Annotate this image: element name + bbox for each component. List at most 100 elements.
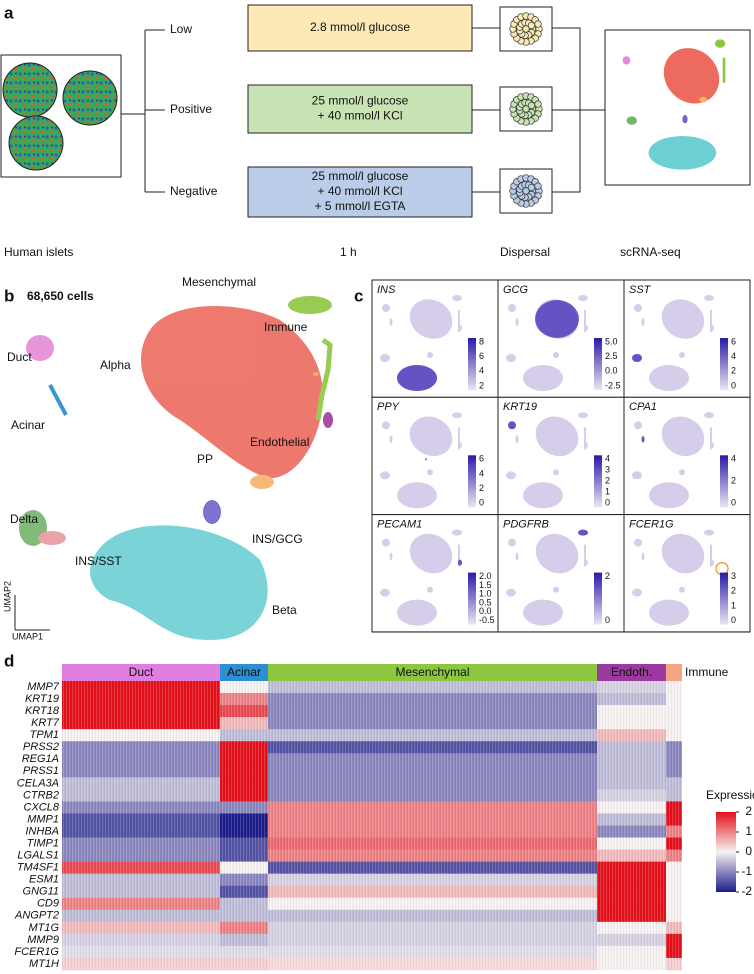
gene-label: MMP7 <box>27 681 60 693</box>
gene-label: FCER1G <box>14 946 59 958</box>
colorbar-tick: 2 <box>731 476 736 486</box>
treatment-text: 25 mmol/l glucose <box>312 94 409 108</box>
tree-lines <box>121 29 165 193</box>
treatment-box <box>247 84 473 134</box>
colorbar <box>720 338 728 390</box>
colorbar-tick: 4 <box>731 454 736 464</box>
colorbar <box>594 455 602 508</box>
colorbar-tick: 4 <box>479 366 484 376</box>
mini-umap <box>380 291 462 391</box>
group-label: Acinar <box>227 665 261 679</box>
cluster-label: Delta <box>10 512 38 526</box>
mini-umap <box>380 408 462 509</box>
legend-tick-label: 1 <box>745 824 752 838</box>
colorbar-tick: -0.5 <box>479 615 495 625</box>
colorbar-tick: 0 <box>605 498 610 508</box>
gene-label: CTRB2 <box>23 789 59 801</box>
expression-highlight <box>535 300 579 338</box>
gene-label: TPM1 <box>30 729 59 741</box>
colorbar-tick: 4 <box>479 468 484 478</box>
group-label: Endoth. <box>611 665 652 679</box>
legend-tick-label: -1 <box>741 864 752 878</box>
cluster-label: INS/GCG <box>252 532 303 546</box>
gene-label: LGALS1 <box>17 850 59 862</box>
gene-label: MT1G <box>28 922 59 934</box>
group-label: Mesenchymal <box>395 665 469 679</box>
gene-label: CXCL8 <box>24 801 60 813</box>
colorbar <box>468 455 476 508</box>
cluster-label: Beta <box>272 603 297 617</box>
colorbar-tick: 0 <box>605 615 610 625</box>
colorbar-tick: -2.5 <box>605 380 621 390</box>
treatment-text: 2.8 mmol/l glucose <box>310 20 410 34</box>
group-label: Immune <box>685 665 729 679</box>
colorbar-tick: 5.0 <box>605 336 618 346</box>
cluster-label: INS/SST <box>75 554 122 568</box>
islet <box>8 115 64 171</box>
gene-label: CELA3A <box>17 777 59 789</box>
colorbar-tick: 2 <box>731 586 736 596</box>
colorbar-tick: 6 <box>479 454 484 464</box>
gene-label: KRT19 <box>25 693 59 705</box>
treatment-text: + 5 mmol/l EGTA <box>315 199 406 213</box>
colorbar-tick: 2 <box>479 483 484 493</box>
colorbar <box>720 572 728 625</box>
colorbar-tick: 1.0 <box>479 589 492 599</box>
umap-axes <box>14 595 50 631</box>
colorbar-tick: 0.0 <box>605 366 618 376</box>
gene-label: MMP9 <box>27 934 59 946</box>
legend-colorbar <box>716 812 736 892</box>
gene-label: CD9 <box>37 898 59 910</box>
expression-highlight <box>397 365 437 391</box>
colorbar-tick: 2.0 <box>479 571 492 581</box>
group-bar <box>220 664 268 681</box>
mini-umap <box>380 526 462 626</box>
legend-tick-label: -2 <box>741 884 752 898</box>
gene-label: PRSS1 <box>23 765 59 777</box>
colorbar-tick: 2 <box>479 380 484 390</box>
gene-label: MMP1 <box>27 813 59 825</box>
gene-name: GCG <box>503 284 529 296</box>
gene-label: ESM1 <box>29 874 59 886</box>
gene-name: PPY <box>377 401 400 413</box>
cell-count: 68,650 cells <box>27 289 94 303</box>
cluster-label: Alpha <box>100 358 131 372</box>
colorbar <box>720 455 728 508</box>
gene-name: KRT19 <box>503 401 537 413</box>
step-label: Dispersal <box>500 245 550 259</box>
panel-label: d <box>4 651 14 670</box>
mini-umap <box>632 291 714 391</box>
colorbar-tick: 4 <box>731 351 736 361</box>
group-bar <box>597 664 666 681</box>
expression-highlight <box>632 354 642 362</box>
expression-highlight <box>508 421 516 430</box>
legend-tick-label: 2 <box>745 804 752 818</box>
colorbar-tick: 1.5 <box>479 580 492 590</box>
islet <box>2 62 58 118</box>
gene-label: REG1A <box>22 753 59 765</box>
gene-label: TM4SF1 <box>17 862 59 874</box>
expression-highlight <box>578 529 588 536</box>
colorbar-tick: 1 <box>605 487 610 497</box>
dispersed-cell <box>527 183 536 192</box>
condition-label: Positive <box>170 102 212 116</box>
heatmap-texture <box>62 681 682 970</box>
expression-highlight <box>641 436 645 443</box>
expression-highlight <box>425 458 427 461</box>
colorbar-tick: 6 <box>479 351 484 361</box>
mini-umap <box>632 408 714 509</box>
legend-tick-label: 0 <box>745 844 752 858</box>
colorbar-tick: 2 <box>731 366 736 376</box>
treatment-text: + 40 mmol/l KCl <box>317 109 402 123</box>
gene-label: GNG11 <box>23 886 59 898</box>
gene-name: PECAM1 <box>377 519 422 531</box>
cluster-label: Endothelial <box>250 435 309 449</box>
colorbar-tick: 2 <box>605 476 610 486</box>
gene-label: MT1H <box>29 958 59 970</box>
colorbar-tick: 1 <box>731 600 736 610</box>
treatment-text: 25 mmol/l glucose <box>312 169 409 183</box>
treatment-text: + 40 mmol/l KCl <box>317 184 402 198</box>
dispersed-cell <box>534 20 542 28</box>
